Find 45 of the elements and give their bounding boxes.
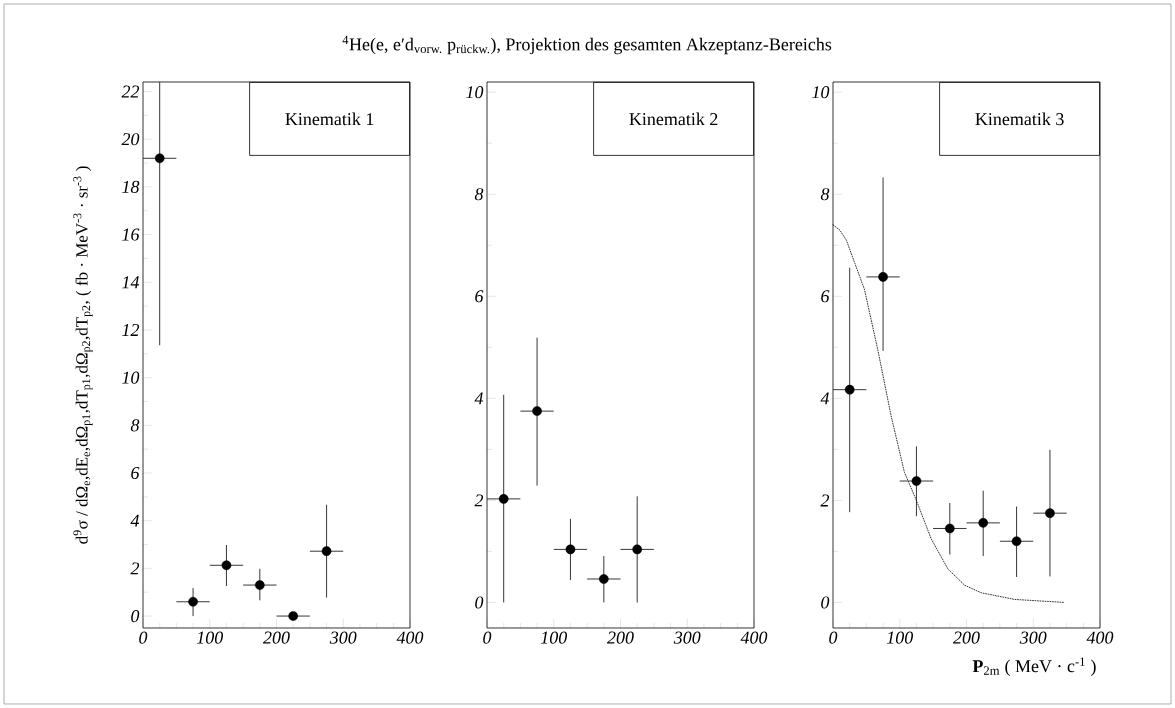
y-tick-label: 18 <box>122 180 140 193</box>
text: $^{4}$He(e, e′d$_{vorw.}$ p$_{rückw.}$), Projektion des gesamten Akzeptanz-Bereichs <box>342 35 832 55</box>
text: Kinematik 1 <box>285 112 374 126</box>
x-tick-label: 0 <box>483 631 492 644</box>
x-tick-label: 100 <box>886 631 914 644</box>
x-tick-label: 300 <box>329 631 357 644</box>
y-tick-label: 20 <box>121 133 140 146</box>
y-tick-label: 8 <box>820 188 830 201</box>
text: Kinematik 3 <box>975 112 1064 126</box>
x-tick-label: 400 <box>1086 631 1114 644</box>
y-tick-label: 10 <box>812 86 830 99</box>
y-tick-label: 6 <box>821 290 830 303</box>
y-tick-label: 4 <box>820 392 830 405</box>
y-tick-label: 10 <box>122 371 140 384</box>
x-tick-label: 200 <box>953 631 980 644</box>
y-tick-label: 8 <box>130 419 140 432</box>
y-tick-label: 12 <box>122 323 140 336</box>
y-tick-label: 2 <box>474 494 484 507</box>
x-tick-label: 100 <box>196 631 224 644</box>
y-tick-label: 16 <box>122 228 140 241</box>
x-tick-label: 0 <box>829 631 838 644</box>
x-tick-label: 300 <box>1019 631 1047 644</box>
y-tick-label: 0 <box>475 596 484 609</box>
x-axis-title: P$_{2m}$ ( MeV · c$^{-1}$ ) <box>972 657 1096 676</box>
y-tick-label: 0 <box>131 609 140 623</box>
y-tick-label: 6 <box>475 290 484 303</box>
x-tick-label: 400 <box>396 631 424 644</box>
x-tick-label: 400 <box>740 631 768 644</box>
x-tick-label: 300 <box>673 631 701 644</box>
text: Kinematik 2 <box>629 112 718 126</box>
x-tick-label: 100 <box>540 631 568 644</box>
x-tick-label: 200 <box>607 631 634 644</box>
text: d$^{9}$σ / dΩ$_{e}$,dE$_{e}$,dΩ$_{p1}$,dT$_{p1}$,dΩ$_{p2}$,dT$_{p2}$, ( fb · MeV$^{-3}$ · sr$^{-3}$ ) <box>73 166 93 544</box>
y-tick-label: 2 <box>820 494 830 507</box>
y-tick-label: 22 <box>121 85 140 98</box>
y-tick-label: 4 <box>474 392 484 405</box>
y-tick-label: 10 <box>466 86 484 99</box>
y-tick-label: 2 <box>130 562 140 575</box>
x-tick-label: 200 <box>263 631 290 644</box>
y-tick-label: 4 <box>130 514 140 527</box>
y-tick-label: 0 <box>821 596 830 609</box>
y-tick-label: 6 <box>131 466 140 480</box>
y-tick-label: 14 <box>122 276 140 289</box>
x-tick-label: 0 <box>139 631 148 644</box>
y-tick-label: 8 <box>474 188 484 201</box>
